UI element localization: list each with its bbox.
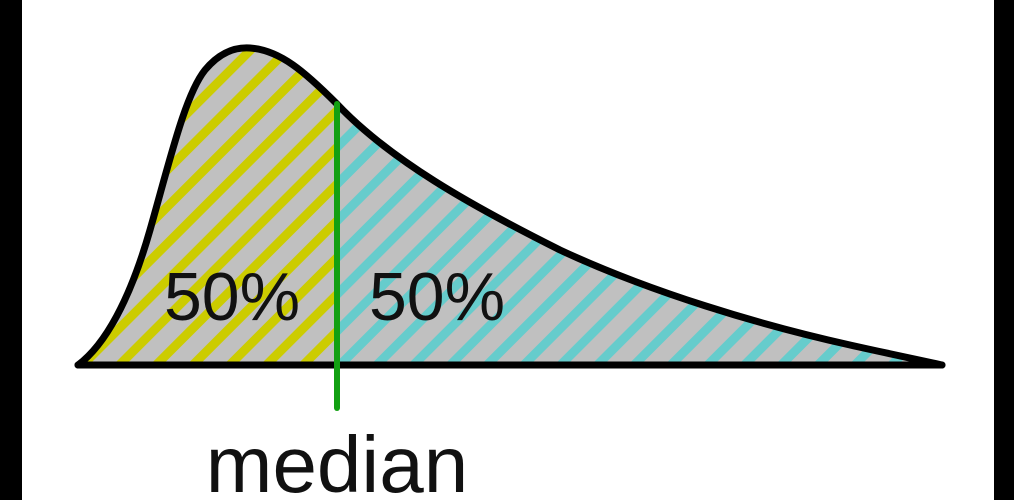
median-label: median — [206, 420, 468, 500]
right-percent-label: 50% — [369, 259, 505, 335]
right-frame-bar — [994, 0, 1014, 500]
right-half-area — [337, 104, 942, 365]
left-half-area — [78, 47, 337, 365]
distribution-curve — [74, 44, 946, 369]
left-frame-bar — [0, 0, 22, 500]
left-percent-label: 50% — [164, 259, 300, 335]
